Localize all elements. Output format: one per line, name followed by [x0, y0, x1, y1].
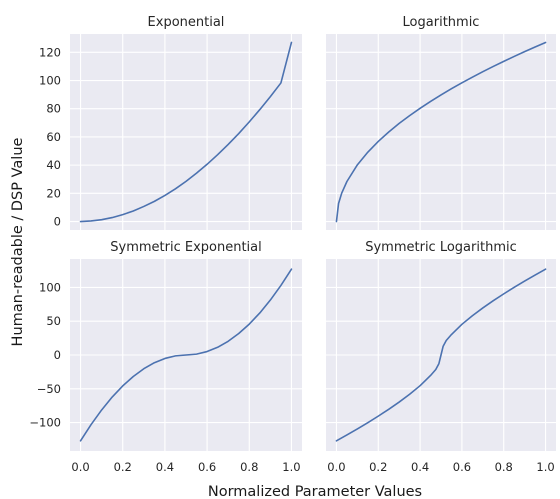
- x-tick-label: 1.0: [282, 460, 300, 474]
- y-tick-label: 20: [46, 186, 61, 200]
- x-tick-label: 0.0: [327, 460, 345, 474]
- y-tick-label: 80: [46, 102, 61, 116]
- y-tick-label: 100: [39, 280, 61, 294]
- series-line: [335, 268, 547, 442]
- subplot-1: 0 20 40 60 80 100 120 Exponential: [39, 15, 302, 230]
- y-tick-label: −100: [29, 416, 61, 430]
- x-tick-label: 0.4: [411, 460, 429, 474]
- x-tick-label: 0.0: [71, 460, 89, 474]
- y-tick-label: 120: [39, 45, 61, 59]
- series-line: [79, 41, 293, 223]
- y-tick-label: 0: [54, 215, 61, 229]
- y-tick-label: 40: [46, 158, 61, 172]
- subplots: 0 20 40 60 80 100 120 Exponential Logarithmic 0.0…: [29, 15, 556, 474]
- y-tick-label: −50: [37, 382, 61, 396]
- plot-area: [326, 34, 556, 230]
- subplot-4: 0.0 0.2 0.4 0.6 0.8 1.0 Symmetric Logarithmic: [326, 240, 556, 474]
- subplot-2: Logarithmic: [326, 15, 556, 230]
- x-tick-label: 0.2: [369, 460, 387, 474]
- subplot-3: 0.0 0.2 0.4 0.6 0.8 1.0 100 50 0 −50 −100 Symmetric…: [29, 240, 302, 474]
- x-axis-label: Normalized Parameter Values: [208, 484, 422, 499]
- series-line: [335, 41, 547, 223]
- y-tick-label: 50: [46, 314, 61, 328]
- y-tick-label: 60: [46, 130, 61, 144]
- x-tick-label: 0.2: [114, 460, 132, 474]
- x-tick-label: 1.0: [536, 460, 554, 474]
- subplot-title: Exponential: [148, 15, 225, 30]
- series-line: [79, 268, 293, 442]
- x-tick-label: 0.4: [156, 460, 174, 474]
- x-tick-label: 0.8: [240, 460, 258, 474]
- y-axis-label: Human-readable / DSP Value: [10, 137, 26, 346]
- x-tick-label: 0.8: [495, 460, 513, 474]
- y-tick-label: 100: [39, 74, 61, 88]
- subplot-title: Symmetric Exponential: [110, 240, 261, 255]
- subplot-title: Symmetric Logarithmic: [365, 240, 517, 255]
- plot-area: [70, 34, 302, 230]
- x-tick-label: 0.6: [453, 460, 471, 474]
- x-tick-label: 0.6: [198, 460, 216, 474]
- y-tick-label: 0: [54, 348, 61, 362]
- subplot-title: Logarithmic: [403, 15, 480, 30]
